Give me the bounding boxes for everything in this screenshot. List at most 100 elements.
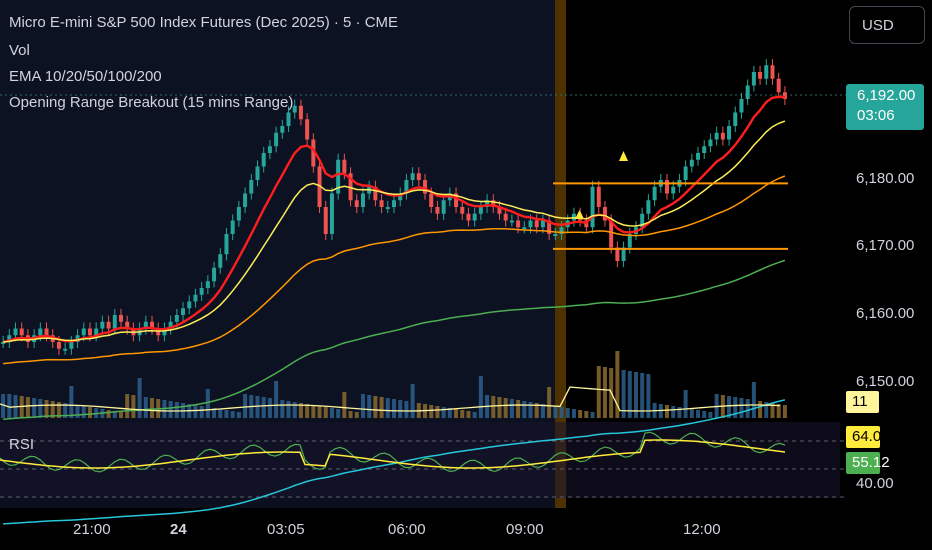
candle-body	[429, 193, 434, 207]
candle-body	[652, 186, 657, 201]
candle-body	[782, 92, 787, 99]
volume-bar	[125, 394, 130, 418]
volume-bar	[32, 398, 37, 418]
volume-bar	[764, 402, 769, 418]
candle-body	[689, 159, 694, 167]
volume-bar	[640, 373, 645, 418]
candle-body	[547, 220, 552, 234]
candle-body	[348, 173, 353, 201]
ema-legend[interactable]: EMA 10/20/50/100/200	[9, 68, 162, 85]
candle-body	[69, 342, 74, 349]
candle-body	[44, 328, 49, 336]
volume-bar	[689, 409, 694, 418]
candle-body	[485, 200, 490, 207]
candle-body	[503, 213, 508, 221]
candle-body	[19, 328, 24, 336]
volume-bar	[404, 401, 409, 418]
candle-body	[745, 85, 750, 99]
volume-bar	[553, 406, 558, 418]
volume-bar	[540, 404, 545, 418]
rsi-legend[interactable]: RSI	[9, 436, 35, 453]
volume-bar	[292, 402, 297, 418]
volume-bar	[379, 397, 384, 418]
volume-bar	[503, 398, 508, 418]
volume-bar	[56, 402, 61, 418]
candle-body	[38, 328, 43, 336]
volume-bar	[590, 412, 595, 418]
candle-body	[1, 342, 6, 344]
candle-body	[640, 213, 645, 228]
volume-bar	[1, 394, 6, 418]
volume-bar	[739, 398, 744, 418]
volume-bar	[367, 395, 372, 418]
candle-body	[751, 72, 756, 86]
candle-body	[168, 321, 173, 329]
volume-bar	[174, 402, 179, 418]
candle-body	[410, 173, 415, 180]
candle-body	[466, 213, 471, 221]
candle-body	[230, 220, 235, 234]
candle-body	[118, 315, 123, 322]
time-label: 21:00	[73, 521, 111, 538]
ema-10-line	[2, 95, 785, 344]
volume-bar	[478, 376, 483, 418]
rsi-value-tag: 55.12	[846, 452, 890, 474]
volume-bar	[280, 400, 285, 418]
candle-body	[150, 321, 155, 329]
candle-body	[720, 132, 725, 140]
volume-bar	[441, 407, 446, 418]
candle-body	[509, 220, 514, 223]
candle-body	[7, 335, 12, 342]
candle-body	[534, 220, 539, 228]
volume-bar	[633, 372, 638, 418]
candle-body	[87, 328, 92, 336]
rsi-level-label: 40.00	[856, 475, 894, 492]
volume-bar	[305, 404, 310, 418]
volume-bar	[267, 398, 272, 418]
orb-legend[interactable]: Opening Range Breakout (15 mins Range)	[9, 94, 294, 111]
volume-bar	[559, 407, 564, 418]
price-label: 6,160.00	[856, 305, 915, 322]
candle-body	[373, 186, 378, 201]
candle-body	[398, 193, 403, 201]
volume-bar	[212, 408, 217, 418]
candle-body	[81, 328, 86, 336]
candle-body	[280, 126, 285, 133]
candle-body	[460, 207, 465, 214]
volume-bar	[323, 407, 328, 418]
currency-button[interactable]: USD	[849, 6, 925, 44]
ema-200-line	[3, 399, 786, 525]
ema-50-line	[3, 175, 786, 365]
candle-body	[162, 328, 167, 336]
volume-bar	[534, 403, 539, 418]
volume-bar	[454, 409, 459, 418]
volume-bar	[745, 399, 750, 418]
candle-body	[267, 146, 272, 153]
candle-body	[702, 146, 707, 153]
candle-body	[360, 193, 365, 207]
volume-ma-line	[0, 386, 781, 412]
volume-legend[interactable]: Vol	[9, 42, 30, 59]
volume-bar	[627, 371, 632, 418]
candle-body	[627, 234, 632, 248]
rsi-ma-line	[0, 439, 786, 469]
candle-body	[559, 227, 564, 234]
candle-body	[646, 200, 651, 214]
volume-bar	[578, 410, 583, 418]
volume-bar	[243, 394, 248, 418]
symbol-title[interactable]: Micro E-mini S&P 500 Index Futures (Dec …	[9, 14, 399, 31]
candle-body	[199, 288, 204, 295]
time-label: 03:05	[267, 521, 305, 538]
volume-bar	[671, 406, 676, 418]
current-price-tag: 6,192.00 03:06	[846, 84, 924, 130]
volume-bar	[168, 401, 173, 418]
volume-bar	[770, 403, 775, 418]
volume-bar	[410, 384, 415, 418]
volume-bar	[621, 370, 626, 418]
candle-body	[336, 159, 341, 194]
volume-bar	[261, 397, 266, 418]
candle-body	[249, 180, 254, 194]
volume-bar	[602, 367, 607, 418]
volume-bar	[150, 398, 155, 418]
